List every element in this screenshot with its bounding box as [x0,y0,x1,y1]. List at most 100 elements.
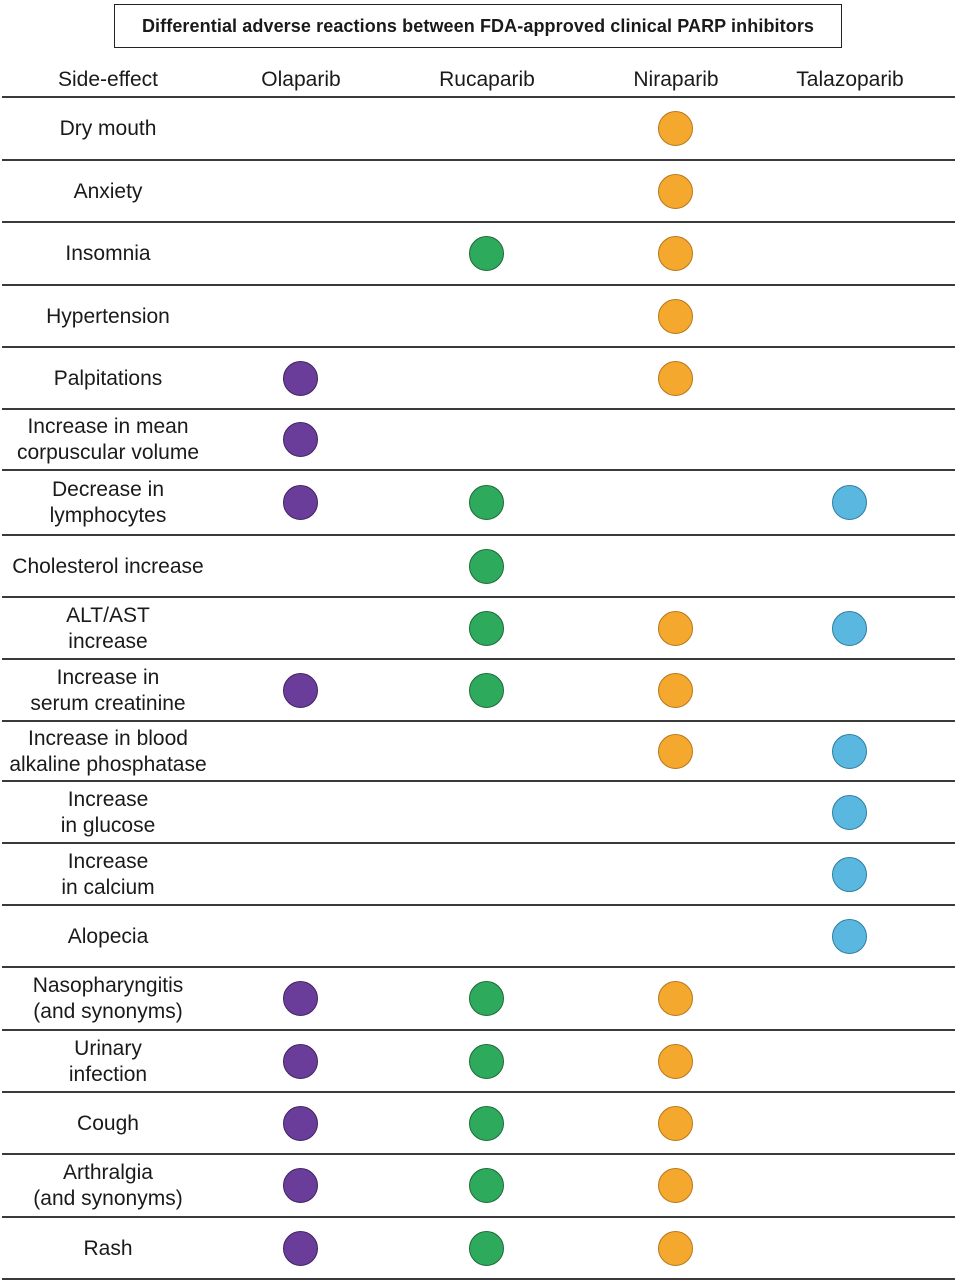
row-divider [2,408,955,410]
table-row: Palpitations [0,348,960,409]
table-row: Increase in serum creatinine [0,660,960,721]
side-effect-label: Alopecia [67,924,149,948]
olaparib-marker [283,981,318,1016]
niraparib-marker [658,1230,693,1266]
niraparib-marker [658,1043,693,1079]
niraparib-marker [658,236,693,271]
rucaparib-marker [469,1230,504,1266]
row-divider [2,904,955,906]
row-divider [2,1153,955,1155]
side-effect-label: Dry mouth [59,117,157,140]
row-divider [2,842,955,844]
talazoparib-marker [832,733,867,769]
row-divider [2,1278,955,1280]
niraparib-marker [658,981,693,1016]
side-effect-label: Increase in blood alkaline phosphatase [9,726,207,776]
header-olaparib: Olaparib [261,68,341,91]
side-effect-label: Increase in mean corpuscular volume [16,415,200,464]
talazoparib-marker [832,610,867,646]
olaparib-marker [283,422,318,457]
header-side-effect: Side-effect [57,68,158,91]
row-divider [2,1091,955,1093]
table-row: Anxiety [0,161,960,222]
rucaparib-marker [469,548,504,584]
table-row: Urinary infection [0,1031,960,1092]
rucaparib-marker [469,1043,504,1079]
niraparib-marker [658,672,693,708]
row-divider [2,966,955,968]
table-row: Dry mouth [0,98,960,160]
niraparib-marker [658,298,693,334]
side-effect-label: ALT/AST increase [66,603,150,653]
row-divider [2,658,955,660]
rucaparib-marker [469,610,504,646]
row-divider [2,159,955,161]
table-row: Increase in glucose [0,782,960,843]
olaparib-marker [283,1043,318,1079]
olaparib-marker [283,485,318,520]
side-effect-label: Cholesterol increase [12,554,204,578]
niraparib-marker [658,173,693,209]
side-effect-label: Increase in glucose [60,787,156,837]
talazoparib-marker [832,856,867,892]
side-effect-label: Palpitations [53,366,163,390]
rucaparib-marker [469,672,504,708]
olaparib-marker [283,1168,318,1203]
talazoparib-marker [832,485,867,520]
table-row: Increase in calcium [0,844,960,905]
side-effect-label: Nasopharyngitis (and synonyms) [32,974,184,1023]
table-row: Insomnia [0,223,960,285]
row-divider [2,284,955,286]
row-divider [2,221,955,223]
row-divider [2,720,955,722]
niraparib-marker [658,111,693,146]
table-row: Hypertension [0,286,960,347]
row-divider [2,780,955,782]
side-effect-label: Urinary infection [68,1036,148,1086]
side-effect-label: Increase in serum creatinine [30,665,186,715]
talazoparib-marker [832,794,867,830]
olaparib-marker [283,1105,318,1141]
side-effect-label: Arthralgia (and synonyms) [33,1161,183,1210]
rucaparib-marker [469,236,504,271]
niraparib-marker [658,610,693,646]
row-divider [2,1216,955,1218]
olaparib-marker [283,672,318,708]
header-divider [2,96,955,98]
rucaparib-marker [469,485,504,520]
talazoparib-marker [832,918,867,954]
rucaparib-marker [469,1168,504,1203]
header-talazoparib: Talazoparib [796,68,904,91]
table-row: Increase in mean corpuscular volume [0,410,960,470]
figure-title: Differential adverse reactions between F… [114,4,842,48]
rucaparib-marker [469,981,504,1016]
niraparib-marker [658,1168,693,1203]
side-effect-label: Decrease in lymphocytes [49,478,167,527]
olaparib-marker [283,360,318,396]
table-row: Arthralgia (and synonyms) [0,1155,960,1217]
row-divider [2,469,955,471]
table-row: Decrease in lymphocytes [0,471,960,535]
table-row: Nasopharyngitis (and synonyms) [0,968,960,1030]
row-divider [2,346,955,348]
table-row: ALT/AST increase [0,598,960,659]
niraparib-marker [658,360,693,396]
row-divider [2,534,955,536]
header-niraparib: Niraparib [633,68,719,91]
side-effect-label: Increase in calcium [61,849,155,899]
olaparib-marker [283,1230,318,1266]
row-divider [2,1029,955,1031]
niraparib-marker [658,733,693,769]
side-effect-label: Hypertension [46,304,170,328]
table-row: Alopecia [0,906,960,967]
table-row: Cough [0,1093,960,1154]
side-effect-label: Insomnia [65,242,151,265]
rucaparib-marker [469,1105,504,1141]
table-row: Cholesterol increase [0,536,960,597]
header-rucaparib: Rucaparib [439,68,535,91]
table-row: Rash [0,1218,960,1279]
side-effect-label: Rash [83,1236,133,1260]
niraparib-marker [658,1105,693,1141]
side-effect-label: Anxiety [73,179,143,203]
side-effect-label: Cough [77,1111,139,1135]
